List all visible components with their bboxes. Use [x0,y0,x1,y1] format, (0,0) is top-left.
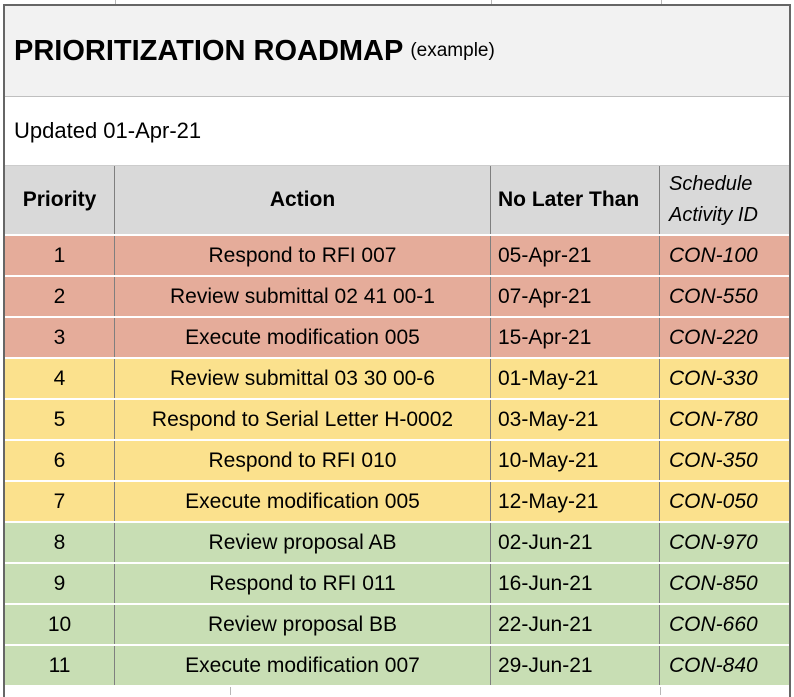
cell-no-later-than[interactable]: 01-May-21 [491,359,660,398]
gridline [661,0,662,4]
cell-priority[interactable]: 4 [5,359,115,398]
cell-no-later-than[interactable]: 07-Apr-21 [491,277,660,316]
cell-action[interactable]: Review proposal AB [115,523,491,562]
cell-activity-id[interactable]: CON-550 [669,284,758,308]
table-row: 1 Respond to RFI 007 05-Apr-21 CON-100 [5,234,789,275]
header-priority[interactable]: Priority [5,166,115,234]
cell-no-later-than[interactable]: 03-May-21 [491,400,660,439]
header-schedule-line1: Schedule [669,173,753,195]
cell-action[interactable]: Execute modification 005 [115,318,491,357]
cell-action[interactable]: Review proposal BB [115,605,491,644]
page-title: PRIORITIZATION ROADMAP [14,34,404,67]
cell-action[interactable]: Execute modification 005 [115,482,491,521]
table-row: 8 Review proposal AB 02-Jun-21 CON-970 [5,521,789,562]
cell-action[interactable]: Respond to RFI 010 [115,441,491,480]
header-action[interactable]: Action [115,166,491,234]
table-row: 5 Respond to Serial Letter H-0002 03-May-2… [5,398,789,439]
cell-no-later-than[interactable]: 12-May-21 [491,482,660,521]
title-cell[interactable]: PRIORITIZATION ROADMAP (example) [5,6,789,97]
cell-activity-id[interactable]: CON-350 [669,448,758,472]
partial-row-above [0,0,794,4]
cell-activity-id[interactable]: CON-840 [669,653,758,677]
partial-row-below [5,685,789,695]
table-row: 9 Respond to RFI 011 16-Jun-21 CON-850 [5,562,789,603]
gridline [230,687,231,695]
cell-priority[interactable]: 10 [5,605,115,644]
cell-priority[interactable]: 11 [5,646,115,685]
updated-label: Updated 01-Apr-21 [14,118,202,143]
cell-activity-id[interactable]: CON-850 [669,571,758,595]
cell-action[interactable]: Respond to RFI 011 [115,564,491,603]
header-no-later-than[interactable]: No Later Than [491,166,660,234]
cell-action[interactable]: Execute modification 007 [115,646,491,685]
roadmap-table: PRIORITIZATION ROADMAP (example) Updated… [3,4,791,697]
gridline [491,0,492,4]
cell-priority[interactable]: 6 [5,441,115,480]
cell-no-later-than[interactable]: 22-Jun-21 [491,605,660,644]
cell-priority[interactable]: 5 [5,400,115,439]
cell-action[interactable]: Respond to Serial Letter H-0002 [115,400,491,439]
gridline [660,687,661,695]
gridline [115,0,116,4]
table-row: 2 Review submittal 02 41 00-1 07-Apr-21 CON… [5,275,789,316]
cell-no-later-than[interactable]: 10-May-21 [491,441,660,480]
cell-priority[interactable]: 1 [5,236,115,275]
table-row: 11 Execute modification 007 29-Jun-21 CON-8… [5,644,789,685]
header-schedule-line2: Activity ID [669,204,758,226]
updated-cell[interactable]: Updated 01-Apr-21 [5,97,789,166]
table-row: 3 Execute modification 005 15-Apr-21 CON-22… [5,316,789,357]
header-schedule-activity-id[interactable]: Schedule Activity ID [660,166,789,234]
cell-activity-id[interactable]: CON-330 [669,366,758,390]
cell-activity-id[interactable]: CON-100 [669,243,758,267]
table-row: 7 Execute modification 005 12-May-21 CON-05… [5,480,789,521]
cell-priority[interactable]: 2 [5,277,115,316]
cell-action[interactable]: Review submittal 02 41 00-1 [115,277,491,316]
cell-activity-id[interactable]: CON-220 [669,325,758,349]
cell-no-later-than[interactable]: 16-Jun-21 [491,564,660,603]
cell-activity-id[interactable]: CON-050 [669,489,758,513]
cell-priority[interactable]: 8 [5,523,115,562]
cell-no-later-than[interactable]: 29-Jun-21 [491,646,660,685]
cell-priority[interactable]: 3 [5,318,115,357]
cell-priority[interactable]: 9 [5,564,115,603]
table-header-row: Priority Action No Later Than Schedule A… [5,166,789,234]
cell-action[interactable]: Review submittal 03 30 00-6 [115,359,491,398]
table-row: 6 Respond to RFI 010 10-May-21 CON-350 [5,439,789,480]
cell-no-later-than[interactable]: 02-Jun-21 [491,523,660,562]
cell-activity-id[interactable]: CON-660 [669,612,758,636]
cell-activity-id[interactable]: CON-970 [669,530,758,554]
cell-activity-id[interactable]: CON-780 [669,407,758,431]
table-body: 1 Respond to RFI 007 05-Apr-21 CON-100 2 Revi… [5,234,789,685]
cell-no-later-than[interactable]: 15-Apr-21 [491,318,660,357]
cell-priority[interactable]: 7 [5,482,115,521]
cell-no-later-than[interactable]: 05-Apr-21 [491,236,660,275]
cell-action[interactable]: Respond to RFI 007 [115,236,491,275]
table-row: 4 Review submittal 03 30 00-6 01-May-21 CON… [5,357,789,398]
page-title-suffix: (example) [410,40,495,61]
table-row: 10 Review proposal BB 22-Jun-21 CON-660 [5,603,789,644]
